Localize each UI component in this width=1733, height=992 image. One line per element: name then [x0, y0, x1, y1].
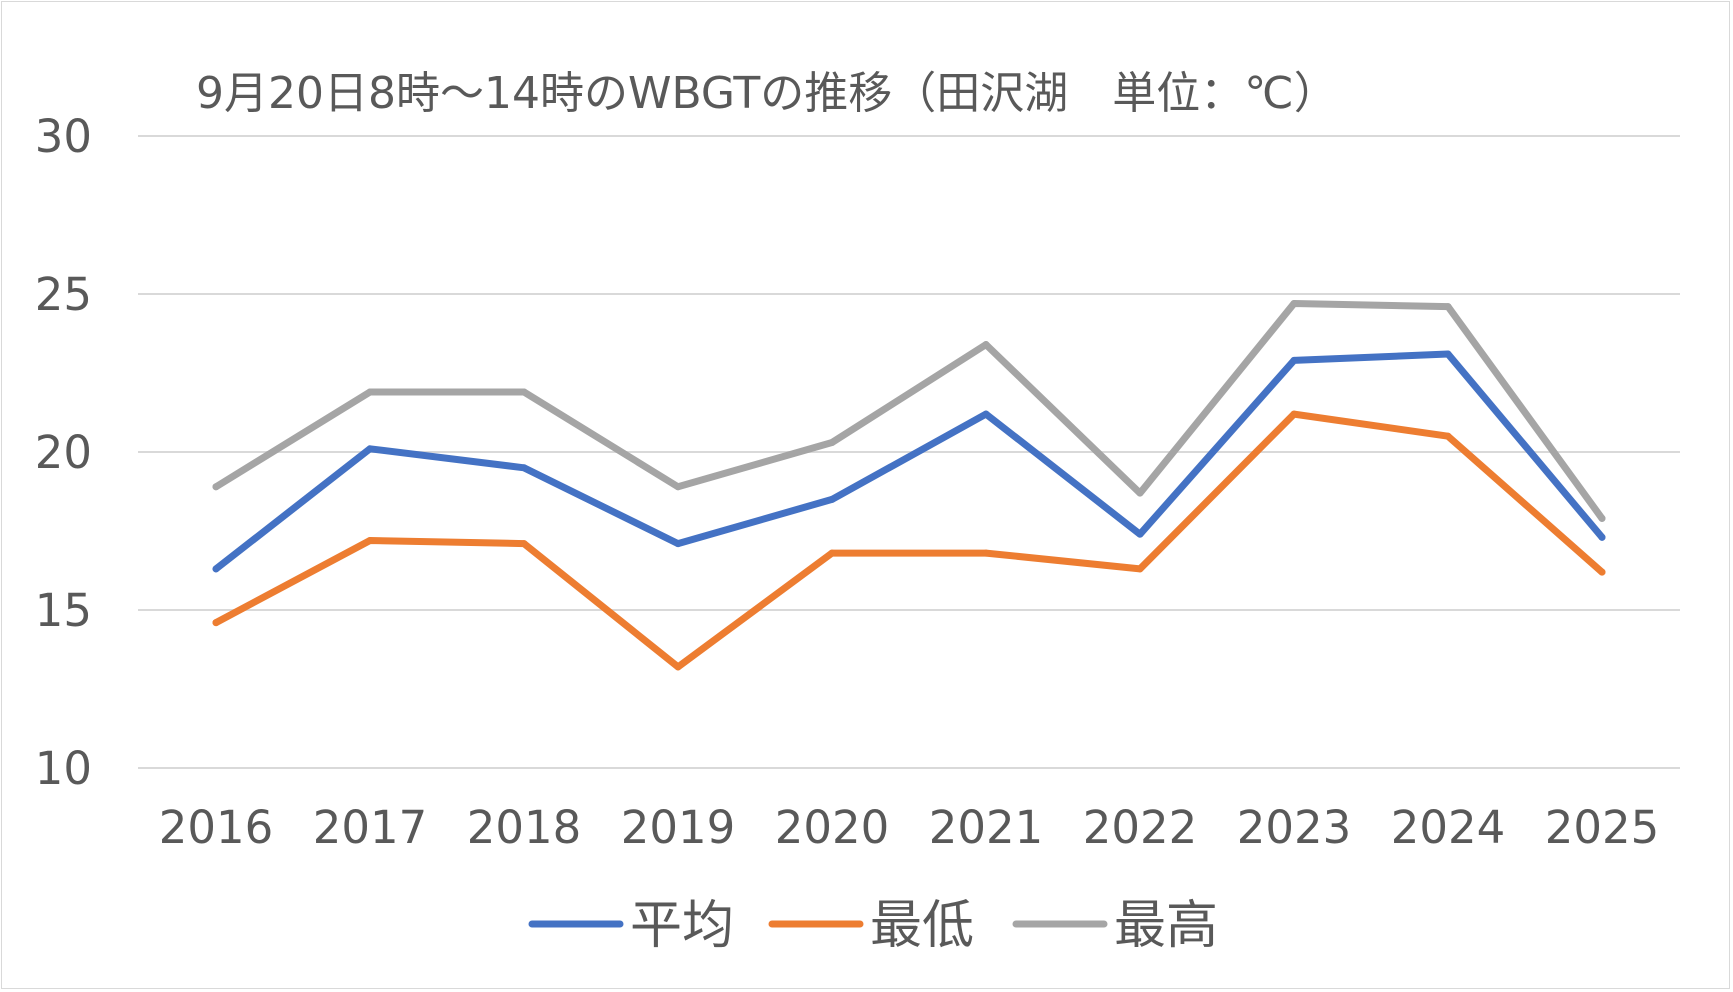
data-point: [1290, 410, 1298, 418]
data-point: [1136, 565, 1144, 573]
data-point: [1444, 432, 1452, 440]
data-point: [1290, 299, 1298, 307]
data-point: [982, 549, 990, 557]
legend-label: 平均: [630, 896, 734, 956]
legend-label: 最高: [1114, 896, 1218, 956]
data-point: [674, 483, 682, 491]
x-tick-label: 2021: [929, 801, 1044, 854]
data-point: [212, 565, 220, 573]
y-tick-label: 30: [35, 110, 92, 163]
x-tick-label: 2024: [1391, 801, 1506, 854]
data-point: [366, 536, 374, 544]
y-tick-label: 20: [35, 426, 92, 479]
y-tick-label: 15: [35, 584, 92, 637]
data-point: [1136, 489, 1144, 497]
series-line: [212, 300, 1606, 522]
x-axis: 2016 2017 2018 2019 2020 2021 2022 2023 2024 2025: [159, 801, 1660, 854]
chart-title: 9月20日8時～14時のWBGTの推移（田沢湖 単位：℃）: [196, 68, 1338, 119]
y-tick-label: 10: [35, 742, 92, 795]
data-point: [828, 549, 836, 557]
legend-label: 最低: [870, 896, 974, 956]
y-tick-label: 25: [35, 268, 92, 321]
data-point: [1444, 303, 1452, 311]
x-tick-label: 2016: [159, 801, 274, 854]
series-3: [212, 299, 1606, 522]
data-point: [982, 341, 990, 349]
series-group: [212, 299, 1606, 671]
x-tick-label: 2025: [1545, 801, 1660, 854]
x-tick-label: 2019: [621, 801, 736, 854]
legend: 平均 最低 最高: [528, 896, 1218, 956]
data-point: [1290, 356, 1298, 364]
x-tick-label: 2020: [775, 801, 890, 854]
series-line: [212, 410, 1606, 671]
series-line: [212, 350, 1606, 573]
data-point: [212, 483, 220, 491]
legend-item: 最低: [768, 896, 974, 956]
data-point: [520, 388, 528, 396]
data-point: [1444, 350, 1452, 358]
legend-item: 平均: [528, 896, 734, 956]
y-axis: 10 15 20 25 30: [35, 110, 92, 795]
data-point: [520, 540, 528, 548]
series-1: [212, 350, 1606, 573]
x-tick-label: 2018: [467, 801, 582, 854]
x-tick-label: 2023: [1237, 801, 1352, 854]
data-point: [828, 439, 836, 447]
data-point: [674, 540, 682, 548]
data-point: [982, 410, 990, 418]
data-point: [828, 495, 836, 503]
data-point: [1598, 514, 1606, 522]
data-point: [1136, 530, 1144, 538]
legend-item: 最高: [1012, 896, 1218, 956]
data-point: [1598, 568, 1606, 576]
series-2: [212, 410, 1606, 671]
x-tick-label: 2022: [1083, 801, 1198, 854]
data-point: [366, 445, 374, 453]
data-point: [366, 388, 374, 396]
data-point: [674, 663, 682, 671]
data-point: [520, 464, 528, 472]
x-tick-label: 2017: [313, 801, 428, 854]
data-point: [1598, 533, 1606, 541]
data-point: [212, 619, 220, 627]
